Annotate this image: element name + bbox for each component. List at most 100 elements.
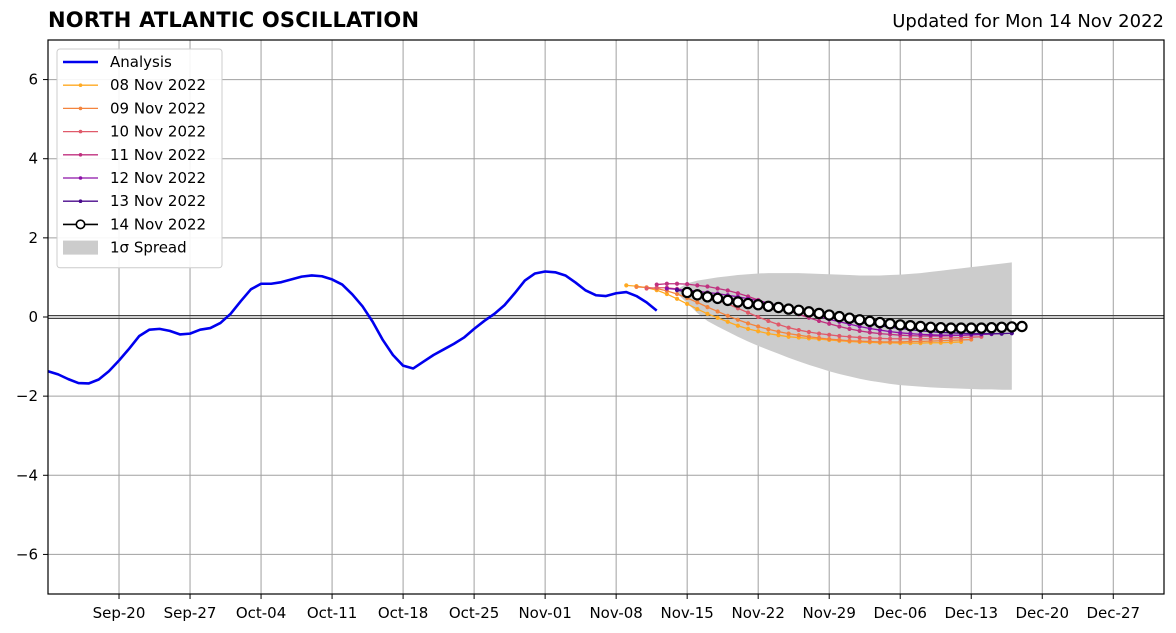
x-tick-label: Nov-08	[589, 604, 642, 622]
forecast-point	[756, 324, 761, 329]
spread-band-area	[677, 262, 1012, 390]
legend-marker	[78, 83, 83, 87]
x-tick-label: Oct-11	[307, 604, 357, 622]
forecast-point	[827, 321, 832, 326]
forecast-point	[695, 306, 700, 312]
y-tick-label: −6	[16, 545, 38, 563]
spread-band	[677, 262, 1012, 390]
axis-ticks: Sep-20 Sep-27 Oct-04 Oct-11 Oct-18 Oct-25 Nov-…	[16, 71, 1140, 622]
y-tick-label: 6	[28, 71, 38, 89]
forecast-point	[735, 317, 740, 322]
forecast-point	[837, 324, 842, 329]
forecast-point	[857, 335, 862, 340]
forecast-point	[705, 311, 710, 316]
forecast-point	[711, 292, 724, 305]
forecast-line	[626, 284, 962, 344]
forecast-point	[965, 322, 977, 334]
forecast-point	[887, 336, 893, 341]
forecast-point	[766, 331, 771, 336]
forecast-point	[701, 291, 714, 303]
forecast-point	[776, 333, 781, 338]
forecast-point	[803, 306, 815, 318]
legend-label: 1σ Spread	[110, 239, 187, 257]
x-tick-label: Oct-25	[449, 604, 499, 622]
forecast-line	[666, 287, 1002, 336]
forecast-point	[924, 321, 937, 333]
legend-marker	[78, 106, 83, 111]
forecast-point	[695, 283, 700, 288]
forecast-point	[782, 303, 795, 315]
forecast-point	[806, 329, 812, 335]
forecast-point	[786, 325, 791, 330]
legend-label: 13 Nov 2022	[110, 192, 206, 210]
forecast-point	[725, 319, 730, 324]
forecast-point	[894, 319, 906, 331]
forecast-point	[634, 284, 639, 290]
x-tick-label: Dec-20	[1015, 604, 1069, 622]
legend-swatch	[63, 240, 98, 255]
forecast-point	[816, 331, 822, 336]
legend-marker	[78, 129, 83, 134]
forecast-line	[656, 283, 992, 337]
forecast-point	[722, 294, 734, 307]
x-tick-label: Nov-22	[731, 604, 784, 622]
forecast-point	[837, 333, 842, 339]
forecast-point	[874, 316, 886, 329]
legend-label: 10 Nov 2022	[110, 123, 206, 141]
forecast-point	[685, 282, 690, 287]
forecast-point	[1016, 320, 1028, 333]
forecast-point	[935, 321, 947, 334]
forecast-point	[975, 322, 988, 334]
forecast-point	[715, 309, 720, 314]
x-tick-label: Oct-18	[378, 604, 428, 622]
forecast-point	[877, 331, 883, 336]
x-tick-label: Dec-13	[944, 604, 998, 622]
forecast-point	[674, 291, 680, 297]
forecast-point	[674, 287, 680, 293]
forecast-point	[715, 286, 720, 291]
forecast-point	[776, 322, 781, 327]
forecast-point	[715, 315, 720, 320]
forecast-point	[995, 321, 1008, 333]
forecast-point	[756, 329, 761, 334]
forecast-point	[806, 334, 812, 339]
y-tick-label: 0	[28, 308, 38, 326]
legend-label: 08 Nov 2022	[110, 76, 206, 94]
forecast-point	[674, 281, 680, 286]
forecast-point	[674, 296, 680, 301]
legend-marker	[78, 199, 83, 203]
forecast-point	[867, 330, 872, 335]
forecast-point	[877, 327, 883, 333]
legend-marker	[78, 176, 83, 180]
forecast-point	[762, 300, 775, 313]
legend: Analysis 08 Nov 2022 09 Nov 2022 10 Nov 202…	[56, 48, 223, 269]
forecast-point	[766, 318, 771, 324]
forecast-point	[624, 283, 629, 288]
x-tick-label: Sep-27	[164, 604, 217, 622]
forecast-point	[867, 326, 872, 331]
forecast-point	[796, 333, 801, 338]
forecast-point	[887, 329, 893, 334]
forecast-point	[732, 296, 744, 308]
forecast-point	[945, 322, 957, 334]
forecast-point	[745, 310, 751, 315]
forecast-point	[772, 301, 785, 314]
analysis-line	[47, 270, 658, 385]
forecast-point	[833, 310, 846, 323]
forecast-point	[823, 309, 835, 321]
forecast-point	[914, 320, 927, 333]
x-tick-label: Nov-15	[660, 604, 713, 622]
y-tick-label: 2	[28, 229, 38, 247]
forecast-point	[756, 314, 761, 320]
forecast-point	[766, 327, 771, 332]
forecast-point	[793, 304, 805, 316]
forecast-point	[837, 337, 842, 343]
forecast-point	[847, 334, 852, 339]
legend-label: 12 Nov 2022	[110, 169, 206, 187]
forecast-point	[827, 337, 832, 342]
forecast-point	[985, 321, 998, 334]
x-tick-label: Nov-29	[803, 604, 856, 622]
forecast-point	[745, 326, 751, 331]
zero-line	[48, 315, 1164, 319]
